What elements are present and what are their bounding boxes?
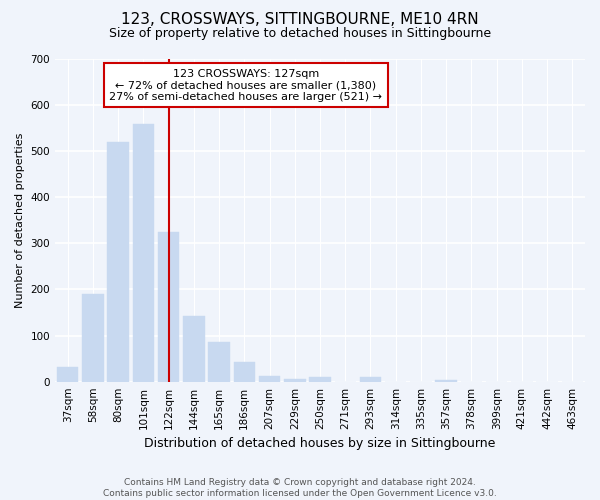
Bar bbox=[133, 124, 154, 382]
Text: Contains HM Land Registry data © Crown copyright and database right 2024.
Contai: Contains HM Land Registry data © Crown c… bbox=[103, 478, 497, 498]
Bar bbox=[360, 377, 381, 382]
Bar bbox=[82, 294, 104, 382]
Bar bbox=[284, 380, 305, 382]
Y-axis label: Number of detached properties: Number of detached properties bbox=[15, 132, 25, 308]
Bar bbox=[436, 380, 457, 382]
Text: Size of property relative to detached houses in Sittingbourne: Size of property relative to detached ho… bbox=[109, 28, 491, 40]
Bar bbox=[208, 342, 230, 382]
Bar bbox=[309, 377, 331, 382]
X-axis label: Distribution of detached houses by size in Sittingbourne: Distribution of detached houses by size … bbox=[145, 437, 496, 450]
Bar bbox=[183, 316, 205, 382]
Text: 123, CROSSWAYS, SITTINGBOURNE, ME10 4RN: 123, CROSSWAYS, SITTINGBOURNE, ME10 4RN bbox=[121, 12, 479, 28]
Bar bbox=[259, 376, 280, 382]
Bar bbox=[158, 232, 179, 382]
Bar bbox=[107, 142, 129, 382]
Bar bbox=[233, 362, 255, 382]
Bar bbox=[57, 367, 79, 382]
Text: 123 CROSSWAYS: 127sqm
← 72% of detached houses are smaller (1,380)
27% of semi-d: 123 CROSSWAYS: 127sqm ← 72% of detached … bbox=[109, 68, 382, 102]
